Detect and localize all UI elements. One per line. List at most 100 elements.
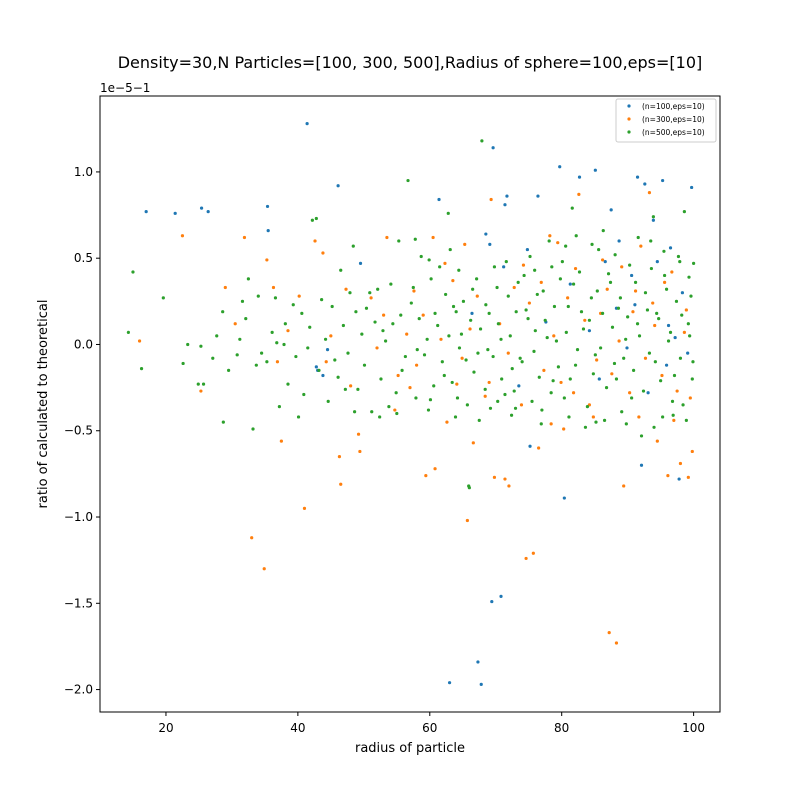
data-point bbox=[356, 432, 361, 436]
data-point bbox=[558, 165, 562, 169]
data-point bbox=[664, 287, 669, 291]
data-point bbox=[556, 241, 560, 245]
data-point bbox=[492, 475, 497, 479]
data-point bbox=[668, 246, 673, 250]
data-point bbox=[283, 322, 287, 326]
data-point bbox=[630, 396, 634, 400]
data-point bbox=[668, 330, 673, 334]
data-point bbox=[446, 211, 450, 215]
data-point bbox=[516, 280, 520, 284]
data-point bbox=[256, 294, 260, 298]
data-point bbox=[460, 356, 464, 360]
data-point bbox=[463, 242, 467, 246]
data-point bbox=[469, 318, 473, 322]
data-point bbox=[673, 335, 677, 340]
data-point bbox=[425, 337, 429, 341]
data-point bbox=[570, 206, 574, 210]
data-point bbox=[560, 260, 564, 264]
data-point bbox=[690, 377, 694, 381]
data-point bbox=[647, 191, 652, 195]
data-point bbox=[471, 441, 475, 445]
data-point bbox=[325, 348, 330, 352]
data-point bbox=[537, 375, 541, 379]
data-point bbox=[601, 258, 605, 262]
data-point bbox=[329, 334, 333, 338]
data-point bbox=[507, 484, 511, 488]
data-point bbox=[358, 449, 362, 454]
data-point bbox=[339, 482, 343, 486]
data-point bbox=[541, 289, 545, 293]
data-point bbox=[549, 391, 553, 395]
data-point bbox=[336, 184, 340, 188]
data-point bbox=[521, 263, 526, 267]
y-tick-label: 0.0 bbox=[74, 337, 93, 351]
data-point bbox=[688, 396, 692, 400]
data-point bbox=[628, 391, 632, 395]
data-point bbox=[414, 396, 418, 400]
data-point bbox=[250, 536, 254, 540]
data-point bbox=[539, 422, 543, 426]
data-point bbox=[643, 291, 648, 295]
data-point bbox=[488, 406, 493, 410]
data-point bbox=[687, 275, 691, 279]
data-point bbox=[233, 322, 237, 326]
data-point bbox=[690, 185, 694, 190]
series-0 bbox=[144, 122, 694, 686]
legend-marker bbox=[627, 130, 631, 134]
data-point bbox=[686, 475, 690, 479]
data-point bbox=[439, 337, 443, 341]
data-point bbox=[649, 239, 653, 243]
data-point bbox=[604, 386, 609, 390]
data-point bbox=[358, 261, 363, 265]
data-point bbox=[633, 303, 637, 307]
data-point bbox=[527, 301, 531, 305]
data-point bbox=[635, 322, 640, 326]
data-point bbox=[336, 375, 340, 379]
data-point bbox=[444, 292, 448, 297]
data-point bbox=[384, 339, 388, 343]
data-point bbox=[593, 353, 597, 357]
data-point bbox=[651, 301, 655, 305]
data-point bbox=[663, 273, 667, 278]
data-point bbox=[433, 311, 437, 316]
data-point bbox=[537, 446, 541, 450]
data-point bbox=[201, 382, 206, 386]
data-point bbox=[251, 427, 255, 431]
data-point bbox=[393, 408, 397, 412]
data-point bbox=[415, 348, 419, 352]
data-point bbox=[625, 346, 629, 350]
data-point bbox=[552, 334, 556, 338]
data-point bbox=[395, 411, 399, 416]
data-point bbox=[573, 266, 578, 271]
data-point bbox=[672, 418, 676, 422]
data-point bbox=[476, 660, 480, 664]
data-point bbox=[691, 360, 695, 364]
data-point bbox=[595, 289, 599, 293]
data-point bbox=[526, 316, 530, 321]
x-tick-label: 40 bbox=[290, 721, 305, 735]
data-point bbox=[333, 358, 337, 362]
data-point bbox=[238, 337, 242, 341]
series-1 bbox=[137, 191, 694, 645]
data-point bbox=[549, 422, 553, 426]
data-point bbox=[491, 146, 495, 150]
y-tick-label: −1.5 bbox=[64, 596, 93, 610]
data-point bbox=[605, 287, 609, 291]
data-point bbox=[139, 367, 144, 371]
data-point bbox=[519, 403, 524, 407]
data-point bbox=[692, 261, 696, 265]
data-point bbox=[661, 415, 665, 419]
data-point bbox=[260, 351, 264, 355]
points-layer bbox=[126, 122, 696, 686]
data-point bbox=[310, 218, 314, 222]
y-axis-label: ratio of calculated to theoretical bbox=[36, 300, 51, 509]
data-point bbox=[427, 258, 431, 262]
data-point bbox=[653, 360, 657, 364]
data-point bbox=[532, 349, 536, 353]
data-point bbox=[564, 244, 568, 248]
data-point bbox=[381, 329, 385, 333]
data-point bbox=[631, 310, 635, 314]
data-point bbox=[196, 382, 200, 386]
data-point bbox=[286, 329, 290, 333]
data-point bbox=[240, 299, 245, 303]
